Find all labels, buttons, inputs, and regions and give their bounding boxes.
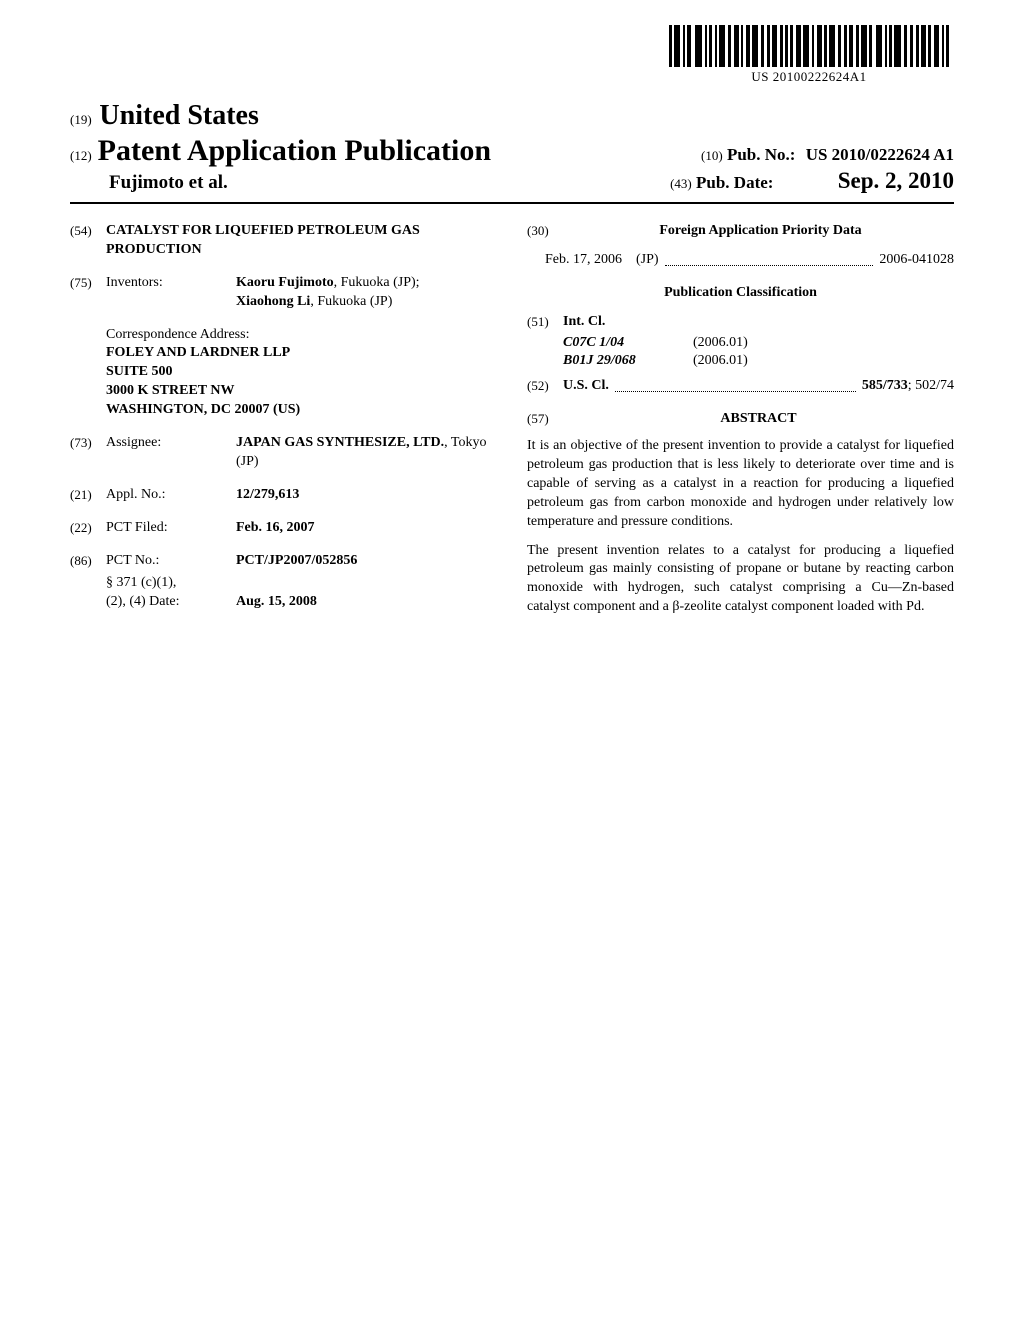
- publication-classification-heading: Publication Classification: [527, 284, 954, 303]
- pub-title: Patent Application Publication: [98, 134, 491, 168]
- field-30-foreign-priority: (30) Foreign Application Priority Data: [527, 222, 954, 241]
- authors: Fujimoto et al.: [109, 172, 228, 194]
- body-columns: (54) CATALYST FOR LIQUEFIED PETROLEUM GA…: [70, 222, 954, 627]
- field-86-371-line1: § 371 (c)(1),: [106, 574, 497, 593]
- intcl-row: C07C 1/04 (2006.01): [563, 334, 954, 353]
- country-code: (19): [70, 112, 92, 127]
- field-86-pctno: (86) PCT No.: PCT/JP2007/052856: [70, 552, 497, 571]
- pub-number: (10) Pub. No.: US 2010/0222624 A1: [701, 145, 954, 165]
- field-52-uscl: (52) U.S. Cl. 585/733; 502/74: [527, 377, 954, 396]
- abstract-p1: It is an objective of the present invent…: [527, 437, 954, 531]
- pub-code: (12): [70, 148, 92, 164]
- pub-date: (43) Pub. Date: Sep. 2, 2010: [670, 168, 954, 194]
- intcl-row: B01J 29/068 (2006.01): [563, 352, 954, 371]
- field-86-371-line2: (2), (4) Date: Aug. 15, 2008: [106, 593, 497, 612]
- barcode-graphic: [669, 25, 949, 67]
- abstract-text: It is an objective of the present invent…: [527, 437, 954, 617]
- field-75-inventors: (75) Inventors: Kaoru Fujimoto, Fukuoka …: [70, 274, 497, 312]
- header: (19) United States (12) Patent Applicati…: [70, 100, 954, 204]
- field-22-pctfiled: (22) PCT Filed: Feb. 16, 2007: [70, 519, 497, 538]
- field-51-intcl: (51) Int. Cl.: [527, 313, 954, 332]
- barcode-number: US 20100222624A1: [669, 69, 949, 85]
- left-column: (54) CATALYST FOR LIQUEFIED PETROLEUM GA…: [70, 222, 497, 627]
- field-57-abstract-heading: (57) ABSTRACT: [527, 410, 954, 429]
- divider: [70, 202, 954, 204]
- field-21-applno: (21) Appl. No.: 12/279,613: [70, 486, 497, 505]
- abstract-p2: The present invention relates to a catal…: [527, 542, 954, 618]
- country-name: United States: [99, 100, 258, 131]
- barcode-block: US 20100222624A1: [669, 25, 949, 85]
- field-54-title: (54) CATALYST FOR LIQUEFIED PETROLEUM GA…: [70, 222, 497, 260]
- correspondence-address: Correspondence Address: FOLEY AND LARDNE…: [106, 326, 497, 420]
- right-column: (30) Foreign Application Priority Data F…: [527, 222, 954, 627]
- inventors-list: Kaoru Fujimoto, Fukuoka (JP); Xiaohong L…: [236, 274, 497, 312]
- field-73-assignee: (73) Assignee: JAPAN GAS SYNTHESIZE, LTD…: [70, 434, 497, 472]
- intcl-list: C07C 1/04 (2006.01) B01J 29/068 (2006.01…: [563, 334, 954, 372]
- priority-entry: Feb. 17, 2006 (JP) 2006-041028: [545, 251, 954, 270]
